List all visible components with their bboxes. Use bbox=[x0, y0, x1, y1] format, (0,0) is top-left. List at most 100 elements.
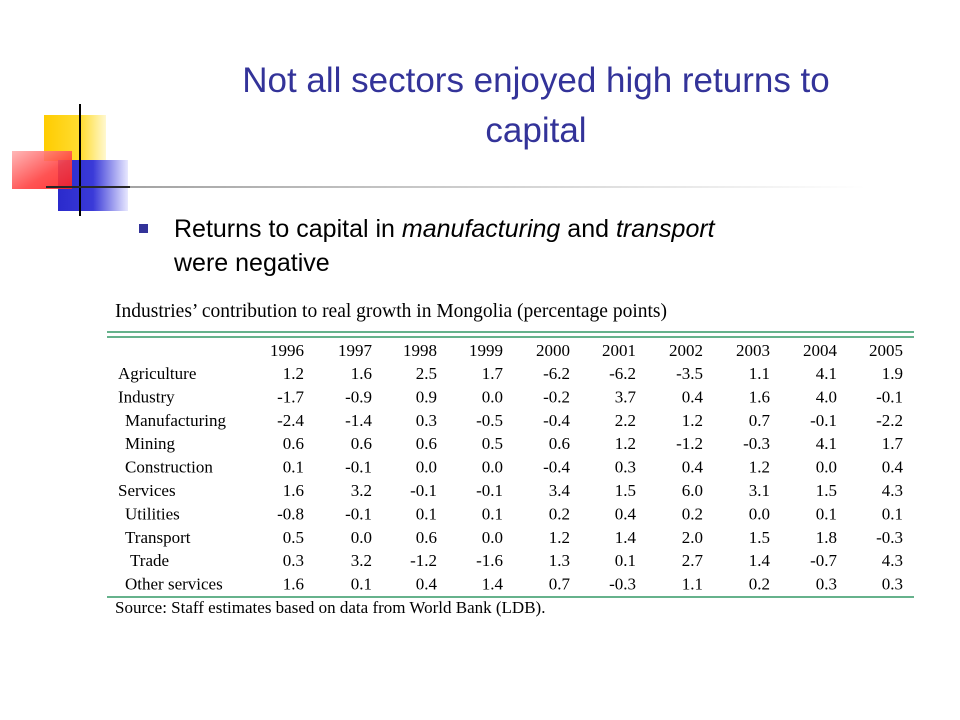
table-cell: 0.4 bbox=[416, 575, 438, 594]
table-cell: 1.7 bbox=[482, 364, 504, 383]
table-cell: -0.1 bbox=[876, 387, 903, 406]
table-cell: -0.8 bbox=[277, 504, 304, 523]
table-cell: 1.2 bbox=[682, 411, 703, 430]
table-cell: 1.4 bbox=[749, 551, 771, 570]
table-cell: -0.1 bbox=[810, 411, 837, 430]
table-cell: 0.3 bbox=[416, 411, 437, 430]
table-cell: 0.4 bbox=[882, 458, 904, 477]
row-label: Construction bbox=[125, 458, 213, 477]
table-cell: -1.2 bbox=[410, 551, 437, 570]
table-cell: -0.1 bbox=[410, 481, 437, 500]
table-cell: 1.2 bbox=[749, 458, 770, 477]
table-cell: 0.0 bbox=[416, 458, 437, 477]
bullet-text: were negative bbox=[173, 249, 330, 277]
table-cell: 4.1 bbox=[816, 364, 837, 383]
table-cell: -1.7 bbox=[277, 387, 304, 406]
table-cell: -0.4 bbox=[543, 458, 570, 477]
table-cell: 1.2 bbox=[283, 364, 304, 383]
table-cell: 0.2 bbox=[549, 504, 570, 523]
bullet-part: Returns to capital in bbox=[174, 215, 395, 243]
table-cell: -3.5 bbox=[676, 364, 703, 383]
table-cell: 0.4 bbox=[615, 504, 637, 523]
table-title: Industries’ contribution to real growth … bbox=[115, 301, 667, 322]
table-cell: 0.0 bbox=[482, 387, 503, 406]
table-cell: 0.5 bbox=[482, 434, 503, 453]
table-cell: 0.3 bbox=[283, 551, 304, 570]
column-header: 1997 bbox=[338, 341, 373, 360]
table-cell: 0.0 bbox=[816, 458, 837, 477]
table-cell: -0.1 bbox=[345, 458, 372, 477]
table-cell: 0.2 bbox=[682, 504, 703, 523]
row-label: Agriculture bbox=[118, 364, 196, 383]
deco-red bbox=[12, 151, 72, 189]
table-cell: 0.1 bbox=[882, 504, 903, 523]
table-cell: 1.5 bbox=[749, 528, 770, 547]
table-cell: -0.5 bbox=[476, 411, 503, 430]
table-cell: -0.3 bbox=[876, 528, 903, 547]
table-cell: -0.4 bbox=[543, 411, 570, 430]
table-cell: 1.2 bbox=[549, 528, 570, 547]
table-cell: 0.0 bbox=[351, 528, 372, 547]
table-cell: 4.3 bbox=[882, 481, 903, 500]
row-label: Mining bbox=[125, 434, 176, 453]
table-cell: 3.4 bbox=[549, 481, 571, 500]
bullet-marker bbox=[139, 224, 148, 233]
table-source: Source: Staff estimates based on data fr… bbox=[115, 598, 545, 617]
table-cell: 0.6 bbox=[416, 528, 437, 547]
column-header: 1999 bbox=[469, 341, 503, 360]
table-cell: 0.3 bbox=[882, 575, 903, 594]
table-cell: 1.1 bbox=[682, 575, 703, 594]
table-cell: 1.7 bbox=[882, 434, 904, 453]
table-cell: 0.9 bbox=[416, 387, 437, 406]
table-cell: 0.0 bbox=[749, 504, 770, 523]
table-cell: 1.3 bbox=[549, 551, 570, 570]
table-cell: -1.2 bbox=[676, 434, 703, 453]
table-cell: 0.6 bbox=[549, 434, 570, 453]
table-cell: 2.7 bbox=[682, 551, 704, 570]
table-cell: 1.6 bbox=[351, 364, 372, 383]
table-cell: 0.0 bbox=[482, 458, 503, 477]
table-cell: -0.1 bbox=[476, 481, 503, 500]
table-cell: 3.2 bbox=[351, 481, 372, 500]
table-cell: 2.5 bbox=[416, 364, 437, 383]
table-cell: -6.2 bbox=[609, 364, 636, 383]
table-cell: 0.2 bbox=[749, 575, 770, 594]
column-header: 1998 bbox=[403, 341, 437, 360]
title-rule bbox=[46, 186, 866, 188]
table-cell: -2.2 bbox=[876, 411, 903, 430]
row-label: Services bbox=[118, 481, 176, 500]
table-cell: 1.5 bbox=[816, 481, 837, 500]
table-cell: 4.0 bbox=[816, 387, 837, 406]
table-cell: 1.2 bbox=[615, 434, 636, 453]
table-cell: 0.3 bbox=[816, 575, 837, 594]
table-cell: 1.6 bbox=[749, 387, 770, 406]
table-cell: 2.2 bbox=[615, 411, 636, 430]
table-cell: 0.0 bbox=[482, 528, 503, 547]
table-cell: 0.5 bbox=[283, 528, 304, 547]
bullet-part: and bbox=[567, 215, 609, 243]
table-cell: -0.7 bbox=[810, 551, 837, 570]
table-cell: 3.2 bbox=[351, 551, 372, 570]
column-header: 2002 bbox=[669, 341, 703, 360]
table-cell: 6.0 bbox=[682, 481, 703, 500]
table-cell: 2.0 bbox=[682, 528, 703, 547]
decoration bbox=[12, 104, 866, 216]
table-cell: 1.1 bbox=[749, 364, 770, 383]
table-cell: -0.9 bbox=[345, 387, 372, 406]
table-cell: 3.7 bbox=[615, 387, 637, 406]
table-cell: 1.4 bbox=[482, 575, 504, 594]
table-cell: -0.2 bbox=[543, 387, 570, 406]
title-line: capital bbox=[485, 111, 586, 150]
row-label: Trade bbox=[130, 551, 169, 570]
table-cell: 0.1 bbox=[351, 575, 372, 594]
table-cell: 3.1 bbox=[749, 481, 770, 500]
title-line: Not all sectors enjoyed high returns to bbox=[242, 61, 830, 100]
table-cell: 1.4 bbox=[615, 528, 637, 547]
table-cell: 0.1 bbox=[416, 504, 437, 523]
table-cell: 1.5 bbox=[615, 481, 636, 500]
table: 1996 1997 1998 1999 2000 2001 2002 2003 2004 2005… bbox=[118, 341, 904, 594]
table-cell: -0.1 bbox=[345, 504, 372, 523]
